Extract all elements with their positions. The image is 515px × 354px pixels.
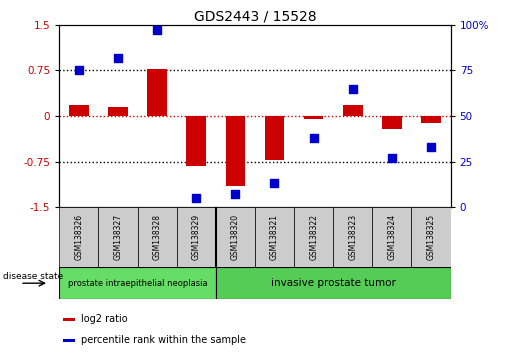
Bar [98, 207, 138, 267]
Bar [343, 105, 363, 116]
Bar [411, 207, 451, 267]
Point [231, 192, 239, 197]
Text: percentile rank within the sample: percentile rank within the sample [81, 335, 246, 345]
Text: log2 ratio: log2 ratio [81, 314, 127, 324]
Bar [255, 207, 294, 267]
Bar [265, 116, 284, 160]
Text: GSM138327: GSM138327 [113, 214, 123, 260]
Text: GSM138322: GSM138322 [309, 214, 318, 260]
Text: GSM138328: GSM138328 [152, 214, 162, 260]
Text: GSM138329: GSM138329 [192, 214, 201, 260]
Bar [333, 207, 372, 267]
Bar [59, 207, 98, 267]
Point [192, 195, 200, 201]
Bar [226, 116, 245, 186]
Text: GSM138324: GSM138324 [387, 214, 397, 260]
Bar [69, 105, 89, 116]
Text: disease state: disease state [3, 273, 63, 281]
Bar [63, 339, 75, 342]
Point [349, 86, 357, 91]
Bar [108, 107, 128, 116]
Text: invasive prostate tumor: invasive prostate tumor [271, 278, 396, 288]
Bar [138, 207, 177, 267]
Point [114, 55, 122, 61]
Bar [421, 116, 441, 123]
Title: GDS2443 / 15528: GDS2443 / 15528 [194, 10, 316, 24]
Point [388, 155, 396, 161]
Bar [372, 207, 411, 267]
Text: GSM138321: GSM138321 [270, 214, 279, 260]
Point [153, 27, 161, 33]
Text: GSM138326: GSM138326 [74, 214, 83, 260]
Bar [63, 318, 75, 321]
Bar [216, 267, 451, 299]
Bar [216, 207, 255, 267]
Text: GSM138323: GSM138323 [348, 214, 357, 260]
Bar [177, 207, 216, 267]
Bar [186, 116, 206, 166]
Bar [382, 116, 402, 129]
Bar [294, 207, 333, 267]
Bar [147, 69, 167, 116]
Point [75, 68, 83, 73]
Point [427, 144, 435, 150]
Text: GSM138320: GSM138320 [231, 214, 240, 260]
Bar [304, 116, 323, 119]
Point [270, 181, 279, 186]
Point [310, 135, 318, 141]
Bar [59, 267, 216, 299]
Text: prostate intraepithelial neoplasia: prostate intraepithelial neoplasia [67, 279, 208, 288]
Text: GSM138325: GSM138325 [426, 214, 436, 260]
